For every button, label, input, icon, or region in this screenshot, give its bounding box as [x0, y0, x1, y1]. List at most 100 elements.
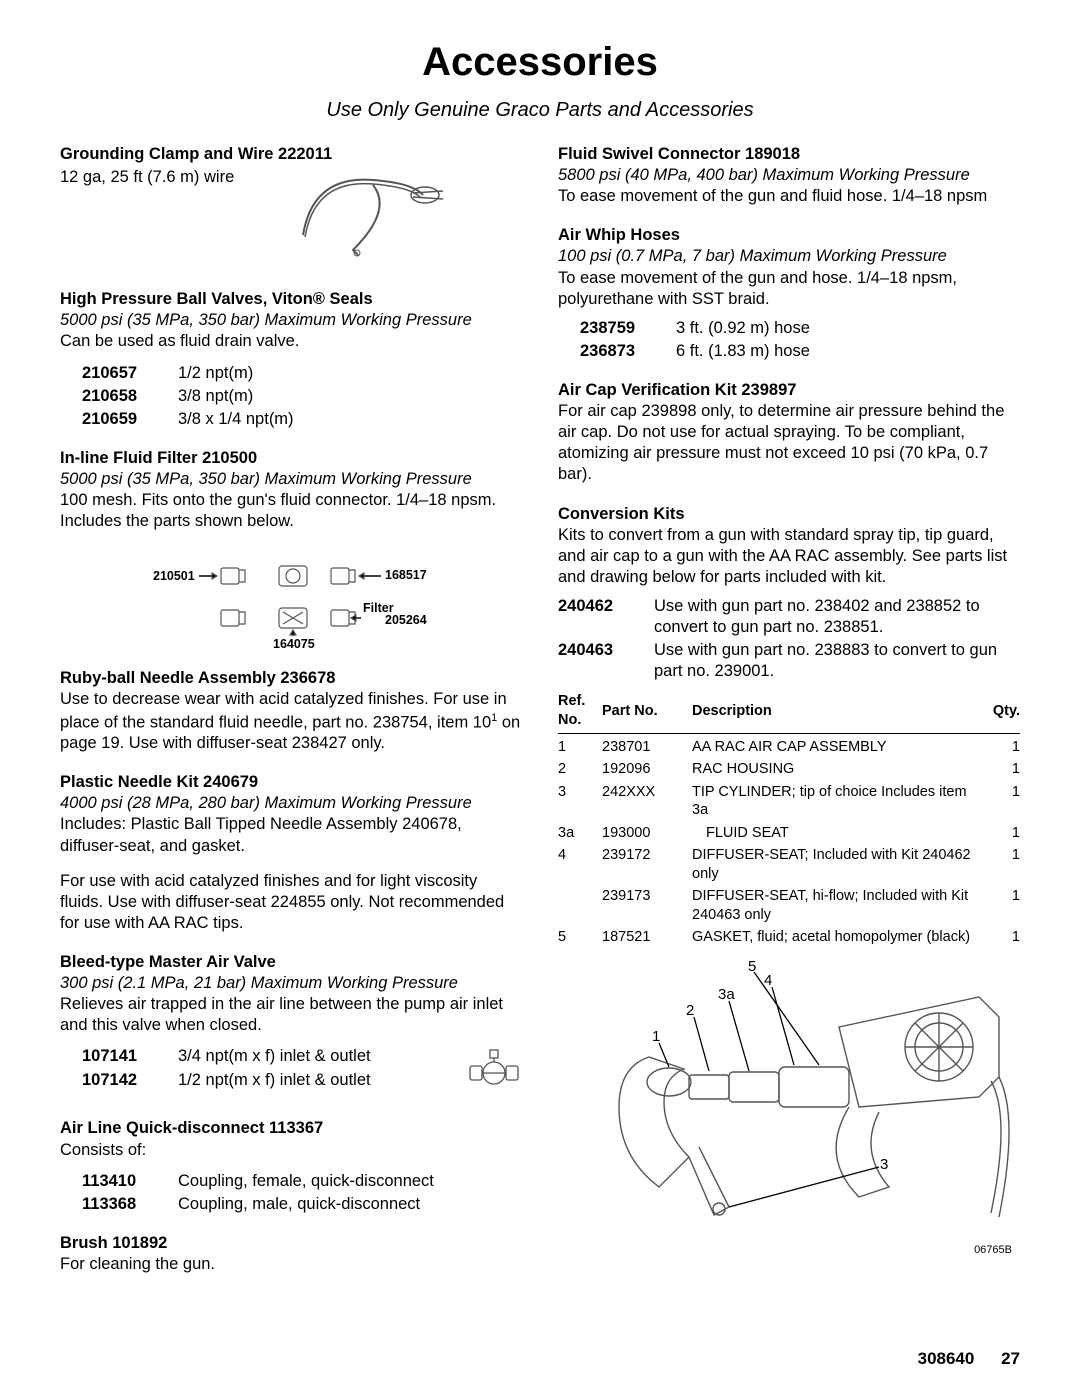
filter-lbl-b: 168517 [385, 567, 427, 583]
brush-section: Brush 101892 For cleaning the gun. [60, 1233, 522, 1275]
whip-pressure: 100 psi (0.7 MPa, 7 bar) Maximum Working… [558, 246, 1020, 267]
filter-lbl-e: 205264 [385, 612, 427, 628]
part-desc: 6 ft. (1.83 m) hose [676, 341, 1020, 362]
whip-section: Air Whip Hoses 100 psi (0.7 MPa, 7 bar) … [558, 225, 1020, 362]
swivel-section: Fluid Swivel Connector 189018 5800 psi (… [558, 144, 1020, 207]
ruby-section: Ruby-ball Needle Assembly 236678 Use to … [60, 668, 522, 754]
brush-text: For cleaning the gun. [60, 1254, 522, 1275]
quick-text: Consists of: [60, 1140, 522, 1161]
part-num: 113368 [82, 1194, 178, 1215]
plastic-heading: Plastic Needle Kit 240679 [60, 772, 522, 793]
th-partno: Part No. [602, 692, 692, 733]
plastic-text2: For use with acid catalyzed finishes and… [60, 871, 522, 934]
page-title: Accessories [60, 40, 1020, 85]
part-num: 240463 [558, 640, 654, 682]
ballvalves-pressure: 5000 psi (35 MPa, 350 bar) Maximum Worki… [60, 310, 522, 331]
callout-3a: 3a [718, 985, 735, 1004]
part-num: 113410 [82, 1171, 178, 1192]
plastic-text1: Includes: Plastic Ball Tipped Needle Ass… [60, 814, 522, 856]
quick-parts: 113410Coupling, female, quick-disconnect… [60, 1171, 522, 1215]
bleed-heading: Bleed-type Master Air Valve [60, 952, 522, 973]
swivel-text: To ease movement of the gun and fluid ho… [558, 186, 1020, 207]
part-num: 240462 [558, 596, 654, 638]
part-desc: 3/8 npt(m) [178, 386, 522, 407]
part-num: 210658 [82, 386, 178, 407]
grounding-section: Grounding Clamp and Wire 222011 12 ga, 2… [60, 144, 522, 271]
grounding-text: 12 ga, 25 ft (7.6 m) wire [60, 165, 234, 188]
grounding-heading: Grounding Clamp and Wire 222011 [60, 144, 522, 165]
th-ref: Ref.No. [558, 692, 602, 733]
part-desc: 3/4 npt(m x f) inlet & outlet [178, 1046, 460, 1067]
part-desc: 1/2 npt(m) [178, 363, 522, 384]
table-row: 2192096RAC HOUSING1 [558, 756, 1020, 779]
bleed-pressure: 300 psi (2.1 MPa, 21 bar) Maximum Workin… [60, 973, 522, 994]
part-num: 107142 [82, 1070, 178, 1091]
aircap-section: Air Cap Verification Kit 239897 For air … [558, 380, 1020, 486]
swivel-heading: Fluid Swivel Connector 189018 [558, 144, 1020, 165]
part-desc: Use with gun part no. 238883 to convert … [654, 640, 1020, 682]
part-desc: Coupling, female, quick-disconnect [178, 1171, 522, 1192]
page-number: 27 [1001, 1349, 1020, 1368]
diagram-imgno: 06765B [974, 1243, 1012, 1257]
plastic-pressure: 4000 psi (28 MPa, 280 bar) Maximum Worki… [60, 793, 522, 814]
part-desc: 3 ft. (0.92 m) hose [676, 318, 1020, 339]
subtitle: Use Only Genuine Graco Parts and Accesso… [60, 99, 1020, 122]
part-desc: 1/2 npt(m x f) inlet & outlet [178, 1070, 460, 1091]
ballvalves-parts: 2106571/2 npt(m) 2106583/8 npt(m) 210659… [60, 363, 522, 430]
filter-text: 100 mesh. Fits onto the gun's fluid conn… [60, 490, 522, 532]
kits-section: Conversion Kits Kits to convert from a g… [558, 504, 1020, 683]
table-row: 3a193000FLUID SEAT1 [558, 820, 1020, 843]
filter-heading: In-line Fluid Filter 210500 [60, 448, 522, 469]
bleed-parts: 1071413/4 npt(m x f) inlet & outlet 1071… [60, 1046, 522, 1090]
part-num: 210657 [82, 363, 178, 384]
ballvalves-text: Can be used as fluid drain valve. [60, 331, 522, 352]
filter-lbl-d: 164075 [273, 636, 315, 652]
whip-heading: Air Whip Hoses [558, 225, 1020, 246]
ruby-heading: Ruby-ball Needle Assembly 236678 [60, 668, 522, 689]
part-num: 107141 [82, 1046, 178, 1067]
filter-lbl-a: 210501 [153, 568, 195, 584]
aircap-text: For air cap 239898 only, to determine ai… [558, 401, 1020, 485]
whip-text: To ease movement of the gun and hose. 1/… [558, 268, 1020, 310]
quick-heading: Air Line Quick-disconnect 113367 [60, 1118, 522, 1139]
table-row: 4239172DIFFUSER-SEAT; Included with Kit … [558, 842, 1020, 883]
part-desc: Coupling, male, quick-disconnect [178, 1194, 522, 1215]
part-num: 236873 [580, 341, 676, 362]
th-qty: Qty. [980, 692, 1020, 733]
ballvalves-heading: High Pressure Ball Valves, Viton® Seals [60, 289, 522, 310]
clamp-diagram-icon [293, 165, 463, 265]
part-num: 210659 [82, 409, 178, 430]
table-row: 3242XXXTIP CYLINDER; tip of choice Inclu… [558, 779, 1020, 820]
part-num: 238759 [580, 318, 676, 339]
ruby-text: Use to decrease wear with acid catalyzed… [60, 689, 522, 754]
ballvalves-section: High Pressure Ball Valves, Viton® Seals … [60, 289, 522, 430]
callout-5: 5 [748, 957, 756, 976]
kits-text: Kits to convert from a gun with standard… [558, 525, 1020, 588]
quick-section: Air Line Quick-disconnect 113367 Consist… [60, 1118, 522, 1214]
left-column: Grounding Clamp and Wire 222011 12 ga, 2… [60, 144, 522, 1293]
part-desc: 3/8 x 1/4 npt(m) [178, 409, 522, 430]
callout-1: 1 [652, 1027, 660, 1046]
table-row: 5187521GASKET, fluid; acetal homopolymer… [558, 924, 1020, 947]
callout-4: 4 [764, 971, 772, 990]
filter-diagram: 210501 168517 Filter 164075 205264 [151, 540, 431, 650]
filter-pressure: 5000 psi (35 MPa, 350 bar) Maximum Worki… [60, 469, 522, 490]
bleed-text: Relieves air trapped in the air line bet… [60, 994, 522, 1036]
kits-parts: 240462Use with gun part no. 238402 and 2… [558, 596, 1020, 682]
page-footer: 308640 27 [918, 1349, 1020, 1369]
whip-parts: 2387593 ft. (0.92 m) hose 2368736 ft. (1… [558, 318, 1020, 362]
parts-table: Ref.No. Part No. Description Qty. 123870… [558, 692, 1020, 947]
filter-section: In-line Fluid Filter 210500 5000 psi (35… [60, 448, 522, 650]
plastic-section: Plastic Needle Kit 240679 4000 psi (28 M… [60, 772, 522, 934]
th-desc: Description [692, 692, 980, 733]
doc-number: 308640 [918, 1349, 975, 1368]
swivel-pressure: 5800 psi (40 MPa, 400 bar) Maximum Worki… [558, 165, 1020, 186]
callout-3: 3 [880, 1155, 888, 1174]
bleed-section: Bleed-type Master Air Valve 300 psi (2.1… [60, 952, 522, 1092]
callout-2: 2 [686, 1001, 694, 1020]
kits-heading: Conversion Kits [558, 504, 1020, 525]
table-row: 1238701AA RAC AIR CAP ASSEMBLY1 [558, 733, 1020, 756]
gun-diagram: 1 2 3a 4 5 3 06765B [558, 957, 1020, 1257]
table-row: 239173DIFFUSER-SEAT, hi-flow; Included w… [558, 883, 1020, 924]
brush-heading: Brush 101892 [60, 1233, 522, 1254]
